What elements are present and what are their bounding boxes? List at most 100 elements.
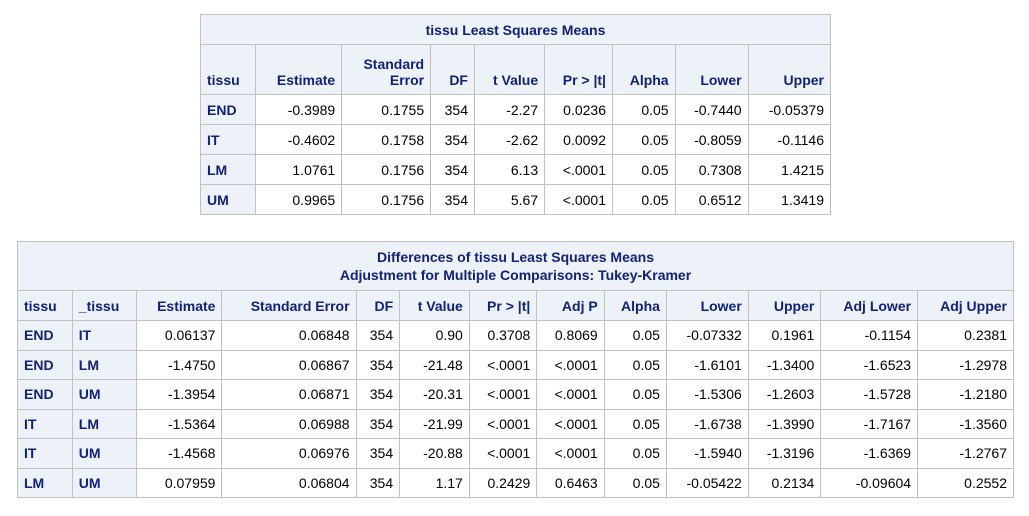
table-cell: -1.4750 — [135, 349, 223, 380]
table-cell: 354 — [430, 124, 475, 155]
table-cell: 0.2429 — [468, 467, 538, 498]
table-cell: 0.06988 — [221, 408, 357, 439]
table-cell: -1.3400 — [747, 349, 822, 380]
lsmeans-table: tissu Least Squares Means tissu Estimate… — [199, 14, 832, 215]
row-header-tissu: IT — [17, 438, 73, 469]
table-cell: 0.0236 — [544, 94, 613, 125]
table-cell: 0.05 — [603, 379, 667, 410]
differences-table-subtitle: Adjustment for Multiple Comparisons: Tuk… — [339, 267, 692, 283]
table-row: END -0.3989 0.1755 354 -2.27 0.0236 0.05 -0.744… — [199, 94, 832, 125]
table-cell: 354 — [430, 94, 475, 125]
col-header-standard-error: Standard Error — [221, 290, 357, 321]
table-row: IT UM -1.4568 0.06976 354 -20.88 <.0001 <.0001 0… — [17, 438, 1014, 469]
col-header-standard-error: Standard Error — [341, 44, 432, 95]
row-header-tissu: LM — [17, 467, 73, 498]
table-cell: -2.27 — [473, 94, 546, 125]
table-cell: <.0001 — [536, 379, 605, 410]
table-cell: 0.1755 — [341, 94, 432, 125]
table-cell: <.0001 — [536, 408, 605, 439]
col-header-tissu: tissu — [17, 290, 73, 321]
table-cell: -21.99 — [399, 408, 470, 439]
table-cell: -1.3196 — [747, 438, 822, 469]
col-header-adj-p: Adj P — [536, 290, 605, 321]
table-cell: <.0001 — [536, 349, 605, 380]
table-cell: <.0001 — [468, 379, 538, 410]
table-cell: -2.62 — [473, 124, 546, 155]
table-cell: 354 — [355, 379, 401, 410]
table-row: IT LM -1.5364 0.06988 354 -21.99 <.0001 <.0001 0… — [17, 408, 1014, 439]
col-header-pr-t: Pr > |t| — [544, 44, 613, 95]
table-row: END LM -1.4750 0.06867 354 -21.48 <.0001 <.0001… — [17, 349, 1014, 380]
table-cell: 354 — [355, 438, 401, 469]
table-cell: -0.4602 — [255, 124, 343, 155]
row-header-other-tissu: LM — [71, 349, 137, 380]
table-cell: 0.6512 — [674, 184, 749, 215]
row-header-tissu: END — [17, 320, 73, 351]
differences-table-caption: Differences of tissu Least Squares Means… — [17, 241, 1014, 291]
row-header-tissu: IT — [17, 408, 73, 439]
table-cell: -21.48 — [399, 349, 470, 380]
row-header-tissu: END — [17, 349, 73, 380]
col-header-adj-lower: Adj Lower — [820, 290, 919, 321]
row-header-tissu: LM — [199, 154, 257, 185]
lsmeans-header-row: tissu Estimate Standard Error DF t Value … — [199, 44, 832, 95]
table-row: LM UM 0.07959 0.06804 354 1.17 0.2429 0.6463 0.0… — [17, 467, 1014, 498]
table-cell: -1.6369 — [820, 438, 919, 469]
table-cell: 354 — [355, 349, 401, 380]
table-cell: -1.3954 — [135, 379, 223, 410]
differences-table: Differences of tissu Least Squares Means… — [17, 241, 1014, 498]
table-cell: 0.0092 — [544, 124, 613, 155]
table-cell: -1.2603 — [747, 379, 822, 410]
table-cell: 0.05 — [611, 124, 676, 155]
row-header-tissu: IT — [199, 124, 257, 155]
table-cell: -1.2767 — [917, 438, 1014, 469]
table-cell: 0.1756 — [341, 154, 432, 185]
table-cell: 0.8069 — [536, 320, 605, 351]
col-header-t-value: t Value — [473, 44, 546, 95]
table-cell: -1.5364 — [135, 408, 223, 439]
table-cell: 0.06804 — [221, 467, 357, 498]
col-header-tissu: _tissu — [71, 290, 137, 321]
col-header-tissu: tissu — [199, 44, 257, 95]
table-cell: 0.05 — [603, 320, 667, 351]
row-header-other-tissu: LM — [71, 408, 137, 439]
table-cell: 5.67 — [473, 184, 546, 215]
differences-table-body: END IT 0.06137 0.06848 354 0.90 0.3708 0.8069 0.… — [17, 320, 1014, 498]
row-header-tissu: END — [199, 94, 257, 125]
row-header-other-tissu: UM — [71, 438, 137, 469]
table-cell: 0.1758 — [341, 124, 432, 155]
table-cell: 0.2134 — [747, 467, 822, 498]
table-cell: <.0001 — [468, 349, 538, 380]
table-cell: 354 — [430, 154, 475, 185]
differences-table-title: Differences of tissu Least Squares Means — [377, 249, 654, 265]
col-header-estimate: Estimate — [255, 44, 343, 95]
table-cell: 0.2552 — [917, 467, 1014, 498]
col-header-df: DF — [430, 44, 475, 95]
table-row: END UM -1.3954 0.06871 354 -20.31 <.0001 <.0001… — [17, 379, 1014, 410]
col-header-upper: Upper — [747, 290, 822, 321]
row-header-other-tissu: UM — [71, 467, 137, 498]
table-cell: -0.1154 — [820, 320, 919, 351]
differences-header-row: tissu _tissu Estimate Standard Error DF t Val… — [17, 290, 1014, 321]
table-cell: -1.5728 — [820, 379, 919, 410]
table-cell: 1.4215 — [747, 154, 832, 185]
table-cell: -0.7440 — [674, 94, 749, 125]
col-header-lower: Lower — [665, 290, 749, 321]
table-cell: 0.06848 — [221, 320, 357, 351]
col-header-lower: Lower — [674, 44, 749, 95]
table-cell: -1.2978 — [917, 349, 1014, 380]
table-cell: <.0001 — [468, 408, 538, 439]
table-cell: -1.5940 — [665, 438, 749, 469]
table-cell: 0.90 — [399, 320, 470, 351]
table-cell: 0.05 — [603, 467, 667, 498]
table-cell: 0.06867 — [221, 349, 357, 380]
table-cell: -1.6523 — [820, 349, 919, 380]
table-cell: -0.07332 — [665, 320, 749, 351]
table-cell: 0.05 — [611, 154, 676, 185]
col-header-upper: Upper — [747, 44, 832, 95]
table-cell: 354 — [430, 184, 475, 215]
table-cell: 0.1756 — [341, 184, 432, 215]
table-cell: -20.88 — [399, 438, 470, 469]
table-cell: -1.5306 — [665, 379, 749, 410]
table-cell: <.0001 — [536, 438, 605, 469]
